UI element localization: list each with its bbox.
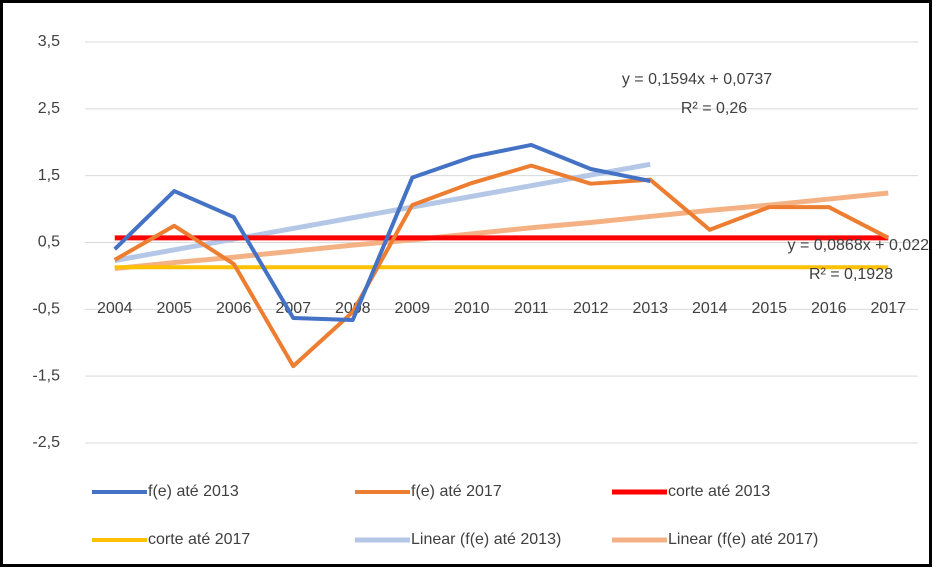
y-tick-label: -1,5 xyxy=(32,367,60,384)
x-tick-label: 2017 xyxy=(870,300,906,317)
legend-label: Linear (f(e) até 2013) xyxy=(411,531,561,548)
series-line xyxy=(113,163,890,369)
y-tick-label: 2,5 xyxy=(38,100,60,117)
y-tick-label: 0,5 xyxy=(38,234,60,251)
y-tick-label: 1,5 xyxy=(38,167,60,184)
x-tick-label: 2009 xyxy=(394,300,430,317)
legend-label: f(e) até 2017 xyxy=(411,483,502,500)
x-tick-label: 2005 xyxy=(156,300,192,317)
legend-label: corte até 2017 xyxy=(148,531,250,548)
trend-equation: y = 0,0868x + 0,022 xyxy=(788,237,930,254)
series-line xyxy=(114,190,889,272)
x-tick-label: 2010 xyxy=(454,300,490,317)
x-tick-label: 2015 xyxy=(751,300,787,317)
x-tick-label: 2014 xyxy=(692,300,728,317)
x-tick-label: 2012 xyxy=(573,300,609,317)
x-tick-label: 2006 xyxy=(216,300,252,317)
trend-equation: y = 0,1594x + 0,0737 xyxy=(622,71,772,88)
y-tick-label: 3,5 xyxy=(38,33,60,50)
x-tick-label: 2004 xyxy=(97,300,133,317)
trend-equation: R² = 0,26 xyxy=(681,100,747,117)
x-tick-label: 2013 xyxy=(632,300,668,317)
x-tick-label: 2016 xyxy=(811,300,847,317)
legend-label: f(e) até 2013 xyxy=(148,483,239,500)
trend-equation: R² = 0,1928 xyxy=(809,266,893,283)
legend-label: corte até 2013 xyxy=(668,483,770,500)
y-tick-label: -2,5 xyxy=(32,434,60,451)
series-line xyxy=(113,142,651,323)
x-tick-label: 2011 xyxy=(514,300,549,317)
legend-label: Linear (f(e) até 2017) xyxy=(668,531,818,548)
y-tick-label: -0,5 xyxy=(32,301,60,318)
